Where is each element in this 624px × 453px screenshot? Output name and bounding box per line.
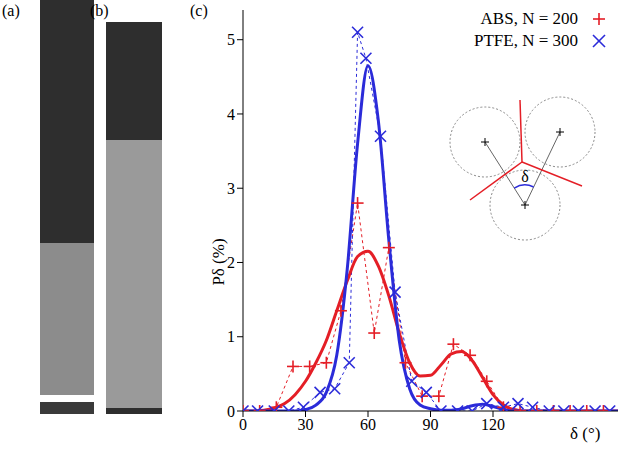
html-text:PTFE, N = 300: PTFE, N = 300 bbox=[474, 31, 578, 50]
svg-text:0: 0 bbox=[227, 403, 235, 420]
svg-text:5: 5 bbox=[227, 31, 235, 48]
svg-text:3: 3 bbox=[227, 180, 235, 197]
html-text:ABS, N = 200: ABS, N = 200 bbox=[480, 9, 578, 28]
svg-text:30: 30 bbox=[298, 416, 314, 433]
svg-text:2: 2 bbox=[227, 254, 235, 271]
svg-text:δ: δ bbox=[521, 168, 529, 185]
svg-text:4: 4 bbox=[227, 106, 235, 123]
html-text:δ (°): δ (°) bbox=[570, 424, 601, 443]
svg-text:0: 0 bbox=[239, 416, 247, 433]
svg-text:120: 120 bbox=[481, 416, 505, 433]
html-text:Pδ (%): Pδ (%) bbox=[209, 238, 228, 286]
svg-text:60: 60 bbox=[360, 416, 376, 433]
html-text:(a): (a) bbox=[2, 2, 20, 19]
svg-text:90: 90 bbox=[423, 416, 439, 433]
html-text:(c): (c) bbox=[190, 2, 208, 19]
svg-text:1: 1 bbox=[227, 328, 235, 345]
html-text:(b): (b) bbox=[90, 2, 109, 19]
